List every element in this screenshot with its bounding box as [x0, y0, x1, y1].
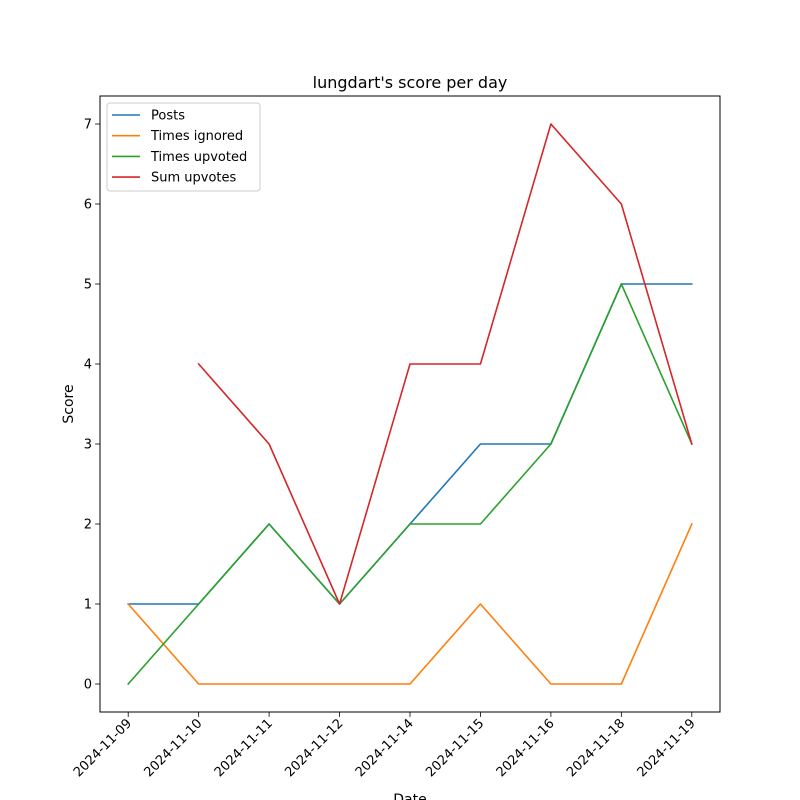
- y-tick-label: 4: [84, 358, 92, 373]
- x-axis-label: Date: [393, 792, 426, 800]
- y-tick-label: 2: [84, 518, 92, 533]
- y-tick-label: 1: [84, 598, 92, 613]
- chart-title: lungdart's score per day: [313, 73, 508, 92]
- y-tick-label: 6: [84, 198, 92, 213]
- y-axis-label: Score: [61, 384, 77, 423]
- series-line-3-0: [197, 123, 693, 605]
- series-line-2-0: [127, 283, 693, 686]
- series-line-1-0: [127, 522, 693, 685]
- legend-label: Posts: [151, 109, 185, 124]
- legend-label: Sum upvotes: [151, 171, 237, 186]
- y-tick-label: 5: [84, 278, 92, 293]
- legend: Posts Times ignored Times upvoted Sum upvot…: [106, 102, 261, 192]
- legend-label: Times ignored: [150, 129, 243, 144]
- y-tick-label: 3: [84, 438, 92, 453]
- legend-box: [106, 102, 261, 192]
- y-tick-label: 0: [84, 678, 92, 693]
- y-tick-label: 7: [84, 118, 92, 133]
- y-axis-ticks: 0 1 2 3 4 5 6 7: [84, 118, 100, 693]
- series-layer: [127, 123, 693, 686]
- legend-label: Times upvoted: [150, 150, 247, 165]
